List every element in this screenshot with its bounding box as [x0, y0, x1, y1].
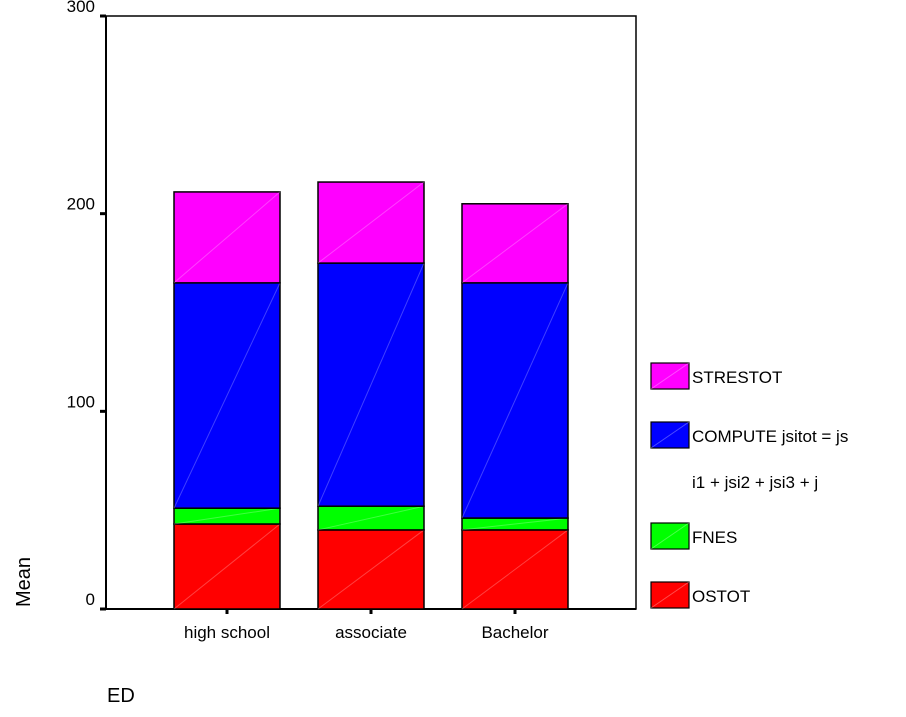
legend-label-continued: i1 + jsi2 + jsi3 + j: [692, 473, 818, 492]
legend-swatch-highlight: [650, 581, 690, 609]
bar-segment: [317, 181, 425, 264]
y-axis-title: Mean: [13, 557, 35, 607]
legend-swatch: [650, 581, 690, 609]
y-tick-label: 200: [67, 195, 95, 214]
x-tick-label: Bachelor: [481, 623, 548, 642]
bar-segment: [461, 203, 569, 284]
bar-segment-highlight: [173, 507, 281, 525]
bar-segment: [173, 282, 281, 509]
bar-segment: [173, 191, 281, 284]
bar-segment-highlight: [173, 523, 281, 610]
legend-swatch: [650, 362, 690, 390]
bar-segment-highlight: [461, 282, 569, 519]
bar-segment: [461, 529, 569, 610]
bars-group: [173, 181, 569, 610]
legend-label: FNES: [692, 528, 737, 547]
legend-label: STRESTOT: [692, 368, 782, 387]
x-tick-label: associate: [335, 623, 407, 642]
x-axis-title: ED: [107, 685, 135, 707]
bar-segment-highlight: [173, 282, 281, 509]
legend-label: COMPUTE jsitot = js: [692, 427, 848, 446]
bar-segment: [317, 529, 425, 610]
bar-segment-highlight: [317, 529, 425, 610]
bar-segment-highlight: [317, 181, 425, 264]
plot-area-group: 0 100 200 300 high school associate Bachelor: [67, 0, 637, 642]
y-tick-label: 100: [67, 392, 95, 411]
bar-segment: [173, 523, 281, 610]
bar-segment-highlight: [461, 517, 569, 531]
legend-swatch: [650, 522, 690, 550]
x-ticks-group: high school associate Bachelor: [184, 609, 549, 642]
x-tick-label: high school: [184, 623, 270, 642]
bar-segment-highlight: [317, 505, 425, 531]
legend: STRESTOT COMPUTE jsitot = js i1 + jsi2 + j…: [650, 362, 848, 609]
legend-swatch: [650, 421, 690, 449]
legend-swatch-highlight: [650, 421, 690, 449]
y-ticks-group: 0 100 200 300: [67, 0, 106, 611]
bar-segment-highlight: [461, 529, 569, 610]
bar-segment: [461, 282, 569, 519]
legend-swatch-highlight: [650, 362, 690, 390]
y-tick-label: 300: [67, 0, 95, 16]
bar-segment-highlight: [173, 191, 281, 284]
legend-swatch-highlight: [650, 522, 690, 550]
bar-segment-highlight: [461, 203, 569, 284]
legend-label: OSTOT: [692, 587, 750, 606]
bar-segment-highlight: [317, 262, 425, 507]
y-tick-label: 0: [86, 590, 95, 609]
